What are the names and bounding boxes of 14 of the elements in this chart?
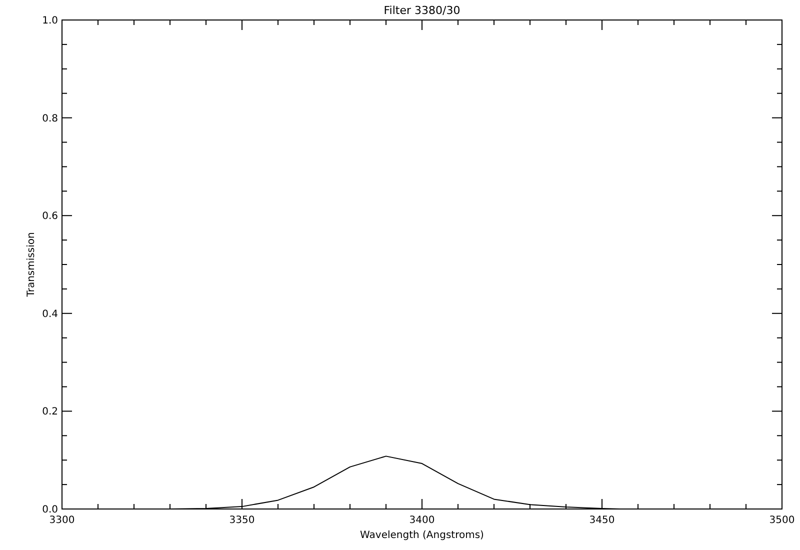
x-tick-label: 3500 [769,515,795,526]
y-tick-label: 0.6 [42,211,58,222]
y-tick-label: 0.4 [42,308,58,320]
y-tick-label: 0.2 [42,406,58,418]
y-tick-label: 0.0 [42,504,58,516]
y-tick-label: 1.0 [42,16,58,26]
chart-title: Filter 3380/30 [384,4,460,17]
x-tick-label: 3450 [589,515,615,526]
x-axis-title: Wavelength (Angstroms) [360,530,484,541]
x-tick-label: 3400 [409,515,435,526]
x-tick-label: 3300 [49,515,75,526]
y-axis-title: Transmission [26,232,37,298]
y-tick-label: 0.8 [42,113,58,124]
x-tick-label: 3350 [229,515,255,526]
